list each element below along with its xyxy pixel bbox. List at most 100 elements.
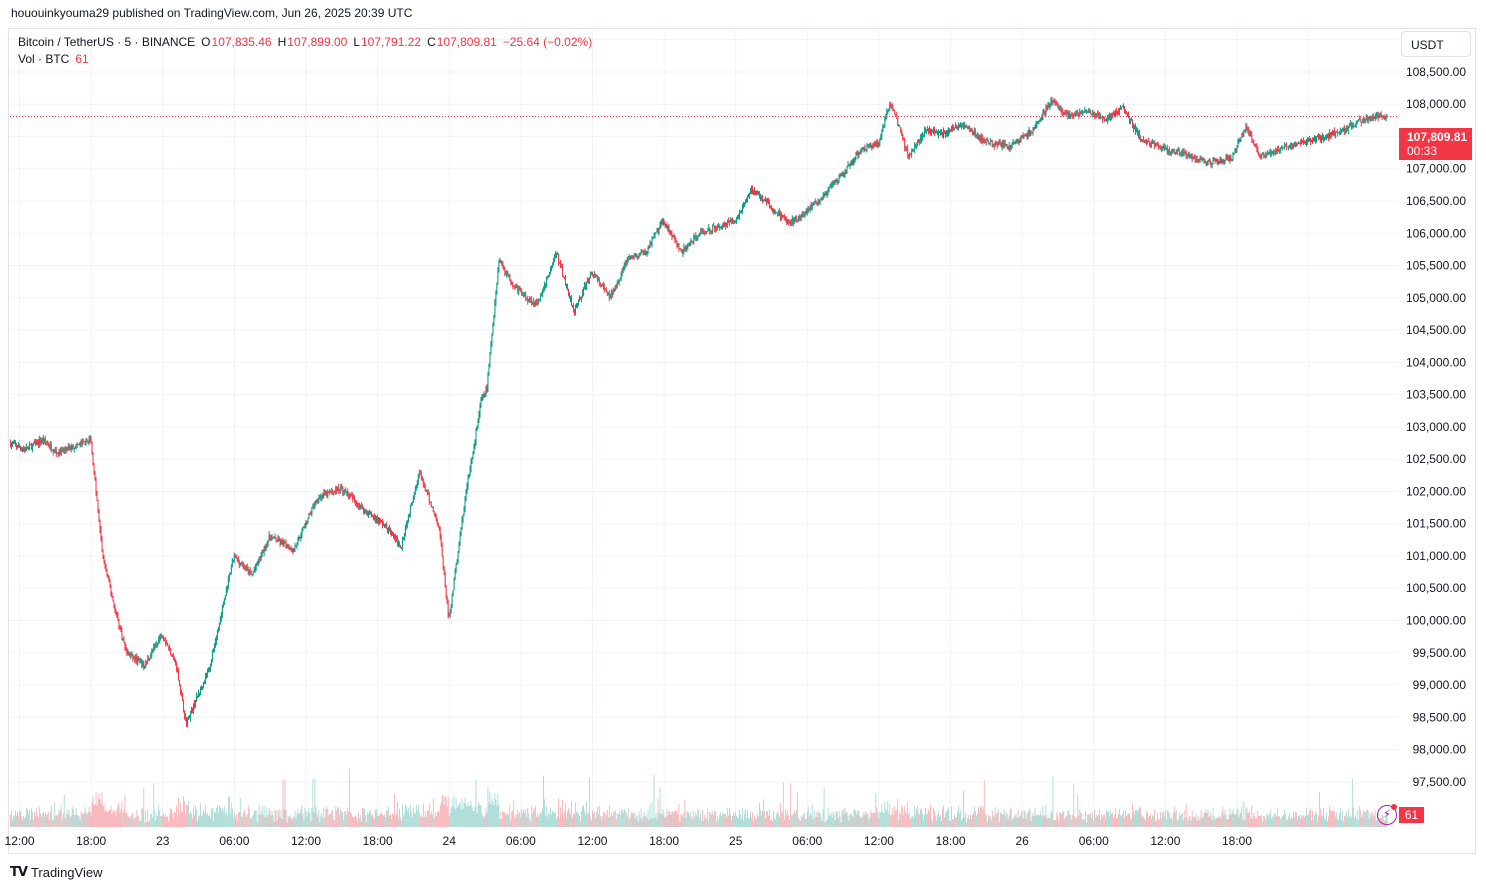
- volume-bar: [448, 816, 450, 827]
- candle-body: [1014, 142, 1016, 144]
- volume-bar: [406, 810, 408, 827]
- volume-bar: [974, 811, 976, 827]
- candle-body: [289, 547, 291, 550]
- volume-bar: [204, 812, 205, 827]
- volume-bar: [1355, 818, 1357, 827]
- volume-bar: [1368, 818, 1370, 827]
- volume-bar: [976, 813, 978, 827]
- volume-bar: [259, 815, 261, 827]
- volume-bar: [763, 799, 764, 827]
- volume-bar: [1150, 818, 1152, 827]
- candle-body: [29, 444, 31, 446]
- candle-body: [877, 142, 879, 147]
- candle-body: [970, 130, 972, 132]
- candle-body: [1150, 143, 1152, 145]
- candle-body: [258, 557, 260, 563]
- candle-body: [365, 509, 366, 512]
- volume-bar: [453, 795, 455, 827]
- candle-body: [703, 232, 705, 234]
- candle-body: [345, 489, 347, 492]
- volume-bar: [1227, 819, 1229, 827]
- candle-body: [58, 449, 60, 455]
- volume-bar: [694, 816, 696, 827]
- volume-bar: [1290, 818, 1292, 827]
- volume-bar: [1326, 812, 1327, 827]
- candle-body: [687, 244, 689, 247]
- volume-bar: [1132, 804, 1133, 827]
- volume-bar: [295, 818, 297, 827]
- volume-bar: [421, 817, 423, 827]
- candle-body: [1043, 112, 1045, 114]
- candle-body: [669, 229, 671, 234]
- volume-bar: [845, 812, 847, 827]
- candle-body: [963, 125, 965, 127]
- volume-bar: [874, 813, 876, 827]
- candle-body: [272, 537, 274, 538]
- candle-body: [369, 511, 370, 515]
- volume-bar: [250, 818, 252, 827]
- candle-body: [1060, 106, 1062, 110]
- candle-body: [740, 210, 741, 213]
- candle-body: [957, 126, 958, 129]
- volume-label[interactable]: Vol · BTC: [18, 52, 70, 66]
- volume-bar: [44, 812, 46, 827]
- candle-body: [1042, 112, 1044, 117]
- volume-bar: [328, 815, 330, 827]
- volume-bar: [1276, 816, 1278, 827]
- volume-bar: [1091, 817, 1093, 827]
- candle-body: [1338, 132, 1340, 134]
- volume-bar: [1017, 809, 1019, 827]
- volume-bar: [186, 804, 187, 827]
- volume-bar: [662, 809, 664, 827]
- candle-body: [899, 125, 901, 128]
- volume-bar: [881, 804, 883, 827]
- candle-body: [529, 299, 531, 300]
- volume-bar: [998, 821, 1000, 827]
- symbol-title[interactable]: Bitcoin / TetherUS · 5 · BINANCE: [18, 35, 196, 49]
- volume-bar: [1300, 818, 1301, 827]
- volume-bar: [500, 811, 502, 827]
- candle-body: [227, 578, 229, 589]
- candle-body: [216, 630, 218, 637]
- candle-body: [446, 596, 448, 604]
- candle-body: [858, 152, 860, 156]
- volume-bar: [1219, 815, 1221, 827]
- lightning-icon[interactable]: ⚡: [1377, 805, 1397, 825]
- candle-body: [876, 141, 878, 147]
- volume-bar: [989, 817, 991, 827]
- volume-bar: [1311, 820, 1312, 827]
- volume-bar: [394, 793, 395, 827]
- y-tick-label: 100,500.00: [1406, 581, 1466, 595]
- volume-bar: [1010, 807, 1012, 827]
- candle-body: [458, 545, 460, 553]
- volume-bar: [489, 792, 491, 827]
- volume-bar: [832, 811, 834, 827]
- volume-bar: [73, 814, 75, 827]
- volume-bar: [647, 808, 649, 827]
- volume-bar: [918, 812, 920, 827]
- volume-bar: [782, 782, 784, 827]
- currency-button[interactable]: USDT: [1401, 31, 1471, 57]
- candle-body: [268, 534, 270, 541]
- volume-bar: [53, 801, 55, 827]
- candle-body: [927, 128, 928, 130]
- volume-bar: [1266, 813, 1268, 827]
- volume-bar: [522, 812, 524, 827]
- candle-body: [550, 269, 551, 273]
- volume-bar: [503, 811, 505, 827]
- candle-body: [1253, 140, 1255, 144]
- candle-body: [487, 375, 489, 391]
- volume-bar: [786, 810, 788, 827]
- tradingview-brand[interactable]: 𝗧𝗩 TradingView: [10, 864, 102, 880]
- volume-bar: [341, 810, 343, 827]
- volume-bar: [320, 815, 322, 827]
- candle-body: [763, 200, 764, 202]
- time-axis[interactable]: 12:00 18:00 23 06:00 12:00 18:00 24 06:00 12:00 1…: [5, 834, 1253, 848]
- volume-bar: [549, 813, 551, 827]
- candle-body: [1093, 112, 1095, 114]
- candle-body: [279, 540, 281, 544]
- candle-body: [1227, 157, 1229, 160]
- candle-body: [207, 671, 208, 676]
- volume-bar: [104, 811, 106, 827]
